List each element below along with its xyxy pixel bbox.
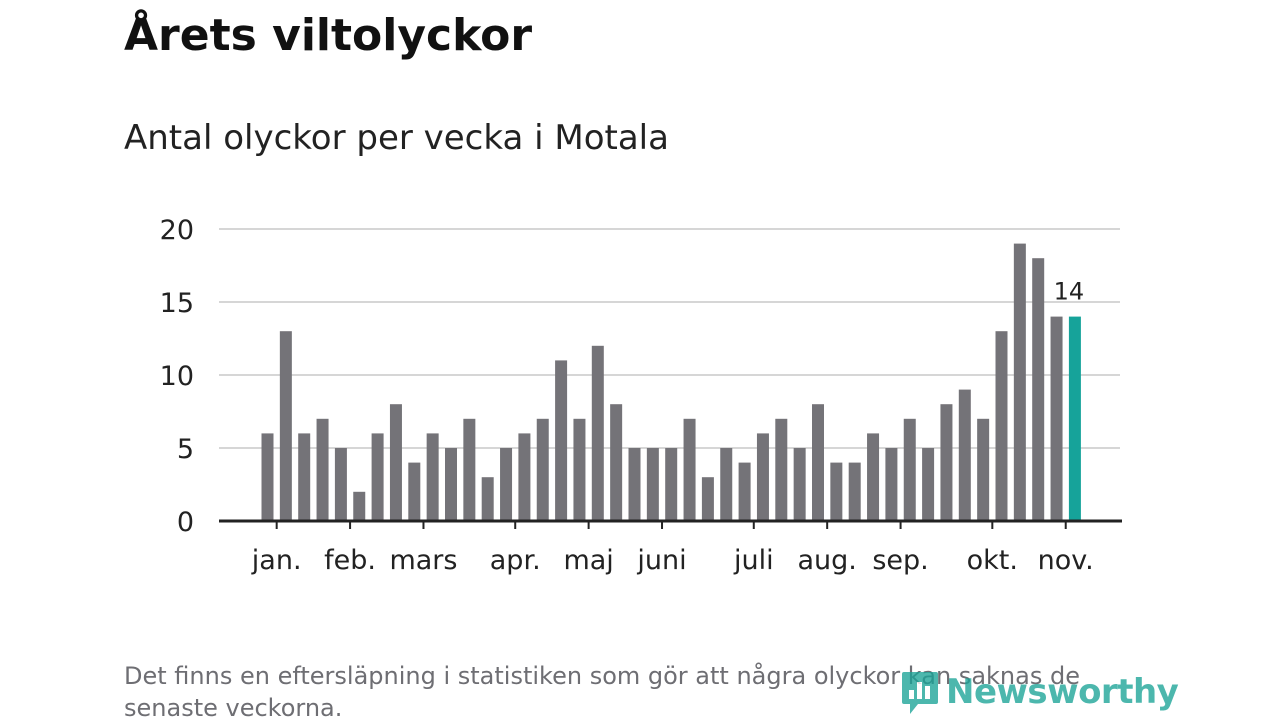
- bar: [610, 404, 623, 521]
- bar: [738, 462, 751, 521]
- bar: [885, 448, 898, 521]
- y-tick-label: 15: [160, 288, 194, 319]
- x-tick-label: jan.: [251, 545, 302, 576]
- bar: [1013, 243, 1026, 521]
- bar: [977, 418, 990, 521]
- bar: [940, 404, 953, 521]
- bar: [812, 404, 824, 521]
- bar: [793, 448, 806, 521]
- bars: [261, 243, 1081, 521]
- bar: [518, 433, 531, 521]
- bar: [756, 433, 769, 521]
- bar: [646, 448, 659, 521]
- y-tick-label: 0: [177, 507, 194, 538]
- bar: [279, 331, 292, 521]
- bar: [903, 418, 916, 521]
- bar-chart: 0 5 10 15 20 jan. feb. mars apr. maj juni juli aug.…: [160, 215, 1122, 576]
- brand-name: Newsworthy: [946, 672, 1179, 712]
- bar: [536, 418, 549, 521]
- x-axis-labels: jan. feb. mars apr. maj juni juli aug. sep. okt. n…: [251, 545, 1094, 576]
- annotations: 14: [1054, 278, 1085, 306]
- bar: [445, 448, 457, 521]
- bar: [426, 433, 439, 521]
- chart-title: Årets viltolyckor: [124, 10, 533, 61]
- bar: [848, 462, 861, 521]
- bar: [830, 462, 843, 521]
- x-tick-label: mars: [389, 545, 457, 576]
- x-tick-label: maj: [563, 545, 613, 576]
- x-tick-label: nov.: [1038, 545, 1094, 576]
- bar: [665, 448, 678, 521]
- bar: [995, 331, 1008, 521]
- bar: [500, 448, 513, 521]
- bar: [775, 418, 788, 521]
- bar: [958, 389, 971, 521]
- y-tick-label: 20: [160, 215, 194, 246]
- bar: [334, 448, 347, 521]
- bar: [298, 433, 311, 521]
- x-tick-label: feb.: [324, 545, 376, 576]
- bar: [628, 448, 641, 521]
- bar: [720, 448, 733, 521]
- y-tick-label: 10: [160, 361, 194, 392]
- bar: [1032, 258, 1045, 521]
- bar: [389, 404, 402, 521]
- bar: [353, 491, 366, 521]
- x-tick-label: okt.: [967, 545, 1018, 576]
- x-tick-label: sep.: [872, 545, 928, 576]
- bar: [261, 433, 274, 521]
- bar: [316, 418, 329, 521]
- y-axis-ticks: 0 5 10 15 20: [160, 215, 194, 538]
- bar: [701, 477, 714, 521]
- y-tick-label: 5: [177, 434, 194, 465]
- bar: [481, 477, 494, 521]
- brand-logo: Newsworthy: [900, 668, 1179, 716]
- x-tick-label: aug.: [797, 545, 856, 576]
- x-tick-label: juli: [733, 545, 774, 576]
- bar: [408, 462, 421, 521]
- bar: [463, 418, 476, 521]
- gridlines: [219, 228, 1120, 449]
- bar: [555, 360, 568, 521]
- bar: [573, 418, 586, 521]
- highlight-value-label: 14: [1054, 278, 1085, 306]
- x-axis: [219, 519, 1122, 529]
- bar: [867, 433, 880, 521]
- bar: [1050, 316, 1063, 521]
- bar: [922, 448, 935, 521]
- bar: [371, 433, 384, 521]
- x-tick-label: apr.: [490, 545, 541, 576]
- bar: [683, 418, 696, 521]
- bar: [591, 345, 604, 521]
- bar-chart-icon: [902, 672, 938, 714]
- x-tick-label: juni: [636, 545, 686, 576]
- bar-highlight: [1068, 316, 1081, 521]
- chart-subtitle: Antal olyckor per vecka i Motala: [124, 118, 669, 158]
